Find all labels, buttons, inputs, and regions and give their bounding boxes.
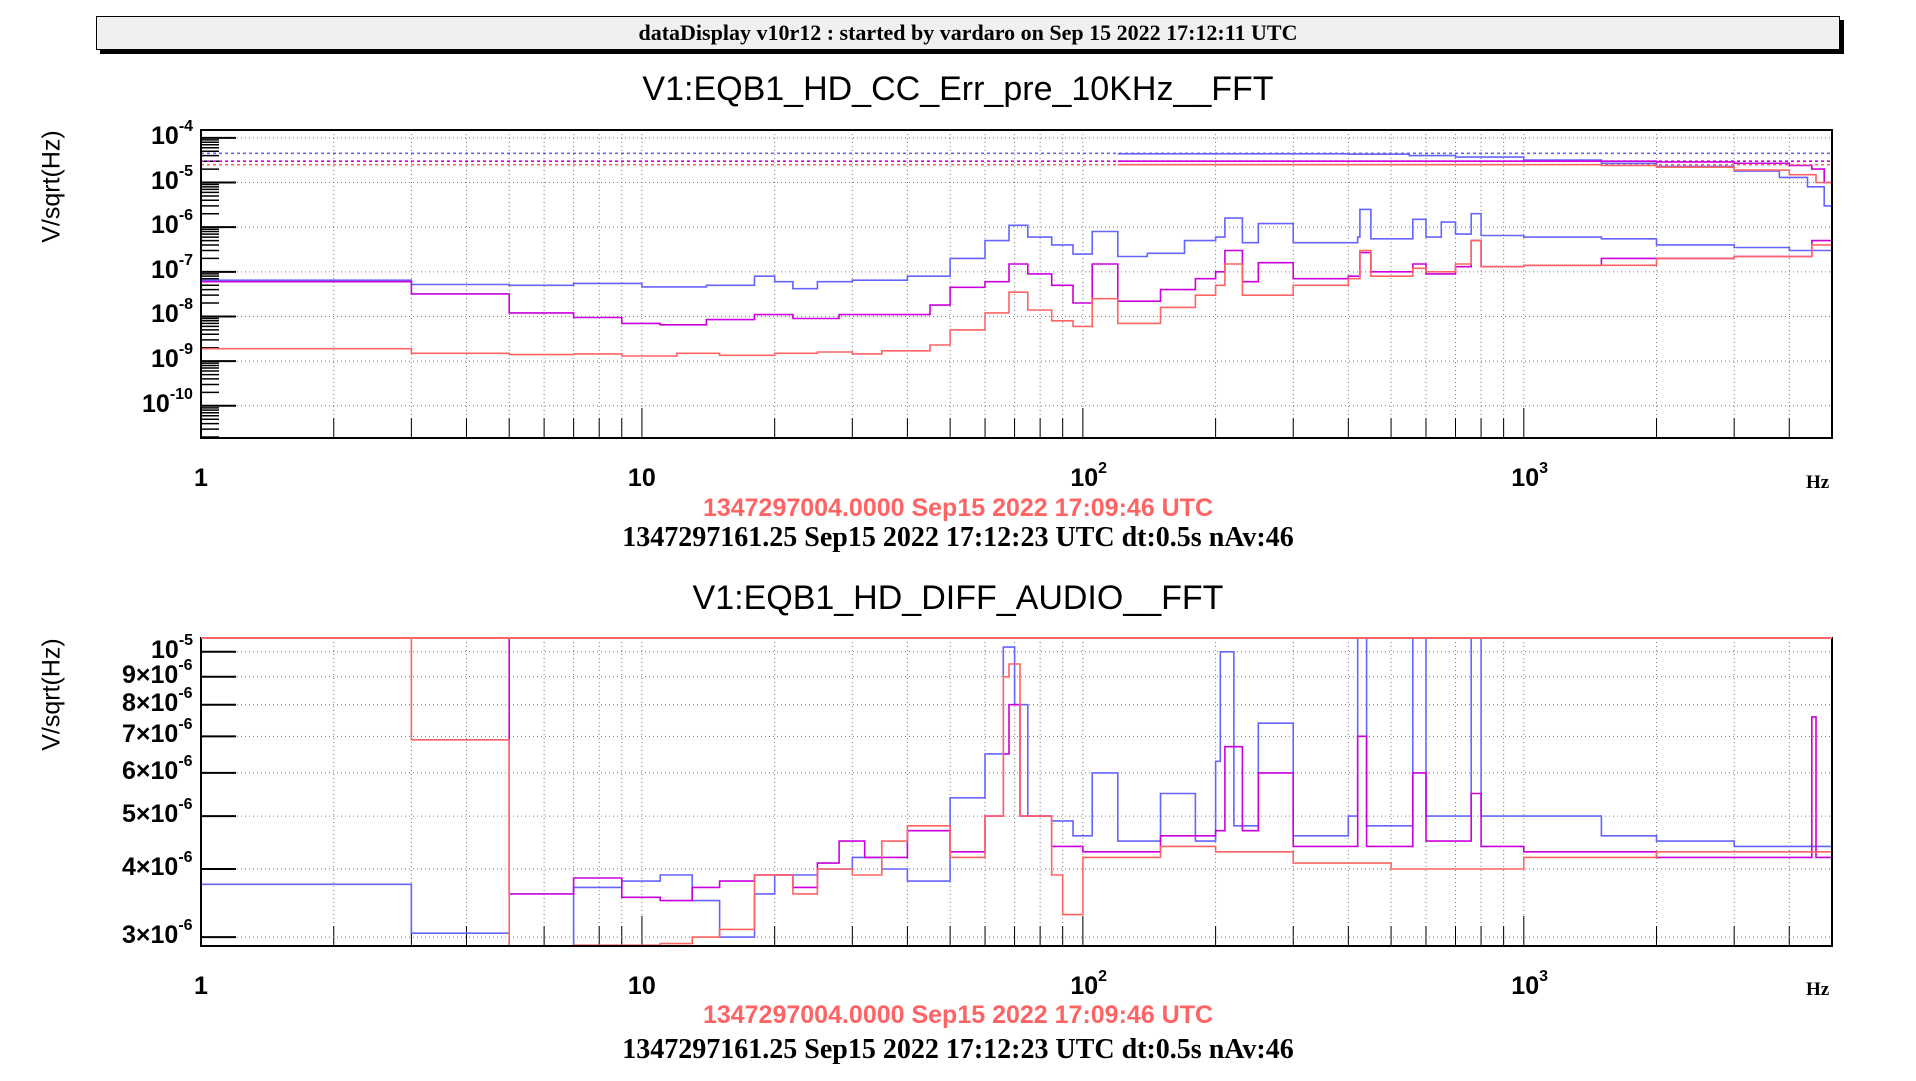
y-tick-label: 10-10 <box>142 385 193 418</box>
y-tick-label: 3×10-6 <box>122 917 193 950</box>
series-red <box>410 638 1832 946</box>
y-tick-label: 8×10-6 <box>122 684 193 717</box>
chart-1-current-timestamp: 1347297161.25 Sep15 2022 17:12:23 UTC dt… <box>622 522 1294 553</box>
y-tick-label: 10-4 <box>151 117 194 150</box>
chart-1-frame <box>200 129 1833 439</box>
series-blue <box>201 638 1832 946</box>
series-blue <box>201 208 1832 290</box>
chart-1-x-axis-unit: Hz <box>1806 472 1830 493</box>
x-tick-label: 1 <box>194 464 208 492</box>
x-tick-label: 10 <box>627 972 656 1000</box>
y-tick-label: 6×10-6 <box>122 752 193 785</box>
y-tick-label: 9×10-6 <box>122 656 193 689</box>
y-tick-label: 10-9 <box>151 341 194 374</box>
y-tick-label: 7×10-6 <box>122 716 193 749</box>
y-tick-label: 10-7 <box>151 251 194 284</box>
chart-1-plot <box>200 129 1833 439</box>
chart-2-plot <box>200 637 1833 947</box>
y-tick-label: 4×10-6 <box>122 848 193 881</box>
chart-1-title: V1:EQB1_HD_CC_Err_pre_10KHz__FFT <box>642 70 1274 108</box>
y-tick-label: 10-8 <box>151 296 194 329</box>
chart-2-frame <box>200 637 1833 947</box>
x-tick-label: 102 <box>1070 460 1108 492</box>
chart-2-reference-timestamp: 1347297004.0000 Sep15 2022 17:09:46 UTC <box>702 1001 1214 1029</box>
y-tick-label: 10-6 <box>151 207 194 240</box>
chart-2-current-timestamp: 1347297161.25 Sep15 2022 17:12:23 UTC dt… <box>622 1034 1294 1065</box>
x-tick-label: 1 <box>194 972 208 1000</box>
y-tick-label: 10-5 <box>151 162 194 195</box>
series-blue-reference <box>1117 153 1832 235</box>
series-magenta-reference <box>1117 160 1832 220</box>
chart-1-reference-timestamp: 1347297004.0000 Sep15 2022 17:09:46 UTC <box>702 494 1214 522</box>
window-title-bar: dataDisplay v10r12 : started by vardaro … <box>96 16 1840 50</box>
x-tick-label: 102 <box>1070 968 1108 1000</box>
x-tick-label: 103 <box>1511 460 1549 492</box>
y-tick-label: 10-5 <box>151 631 194 664</box>
series-red <box>201 239 1832 357</box>
chart-2-title: V1:EQB1_HD_DIFF_AUDIO__FFT <box>692 579 1224 617</box>
series-magenta <box>201 239 1832 326</box>
chart-2-x-axis-unit: Hz <box>1806 979 1830 1000</box>
x-tick-label: 103 <box>1511 968 1549 1000</box>
y-tick-label: 5×10-6 <box>122 796 193 829</box>
series-red-reference <box>1117 163 1832 228</box>
x-tick-label: 10 <box>627 464 656 492</box>
